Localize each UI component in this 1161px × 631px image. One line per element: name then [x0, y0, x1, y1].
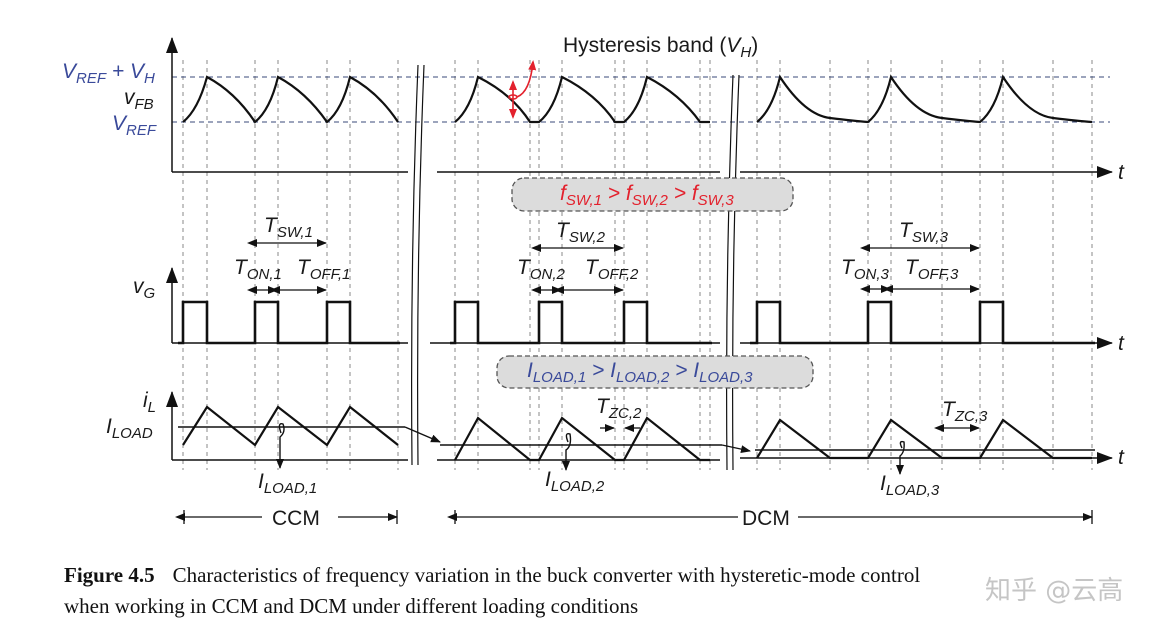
- toff3-label: TOFF,3: [905, 256, 959, 283]
- vfb-waveform: [182, 74, 1093, 124]
- hysteresis-band-title: Hysteresis band (VH): [563, 34, 758, 61]
- iload-lines: [178, 423, 1095, 475]
- time-axis-label-3: t: [1118, 446, 1125, 469]
- hysteresis-band-indicator: [508, 60, 537, 119]
- tzc3-label: TZC,3: [942, 398, 988, 425]
- dcm-label: DCM: [742, 507, 790, 530]
- vref-label: VREF: [112, 112, 157, 139]
- tsw3-label: TSW,3: [899, 219, 949, 246]
- reference-lines: [172, 76, 1110, 123]
- ton3-label: TON,3: [841, 256, 889, 283]
- frequency-comparison-box: [511, 177, 794, 212]
- watermark: 知乎 @云高: [985, 576, 1124, 606]
- figure-caption: Figure 4.5 Characteristics of frequency v…: [64, 560, 920, 622]
- ton1-label: TON,1: [234, 256, 282, 283]
- tsw1-label: TSW,1: [264, 214, 313, 241]
- il-label: iL: [143, 389, 156, 416]
- toff1-label: TOFF,1: [297, 256, 350, 283]
- frequency-comparison-text: fSW,1 > fSW,2 > fSW,3: [560, 182, 734, 209]
- caption-line-2: when working in CCM and DCM under differ…: [64, 594, 639, 618]
- ccm-label: CCM: [272, 507, 320, 530]
- tzc2-label: TZC,2: [596, 395, 642, 422]
- load-comparison-text: ILOAD,1 > ILOAD,2 > ILOAD,3: [527, 359, 753, 386]
- iload-label: ILOAD: [106, 415, 153, 442]
- vref-plus-vh-label: VREF + VH: [62, 60, 155, 87]
- timing-arrows: [175, 239, 1093, 524]
- iload2-label: ILOAD,2: [545, 468, 605, 495]
- toff2-label: TOFF,2: [585, 256, 639, 283]
- iload3-label: ILOAD,3: [880, 472, 940, 499]
- iload1-label: ILOAD,1: [258, 470, 317, 497]
- vfb-label: vFB: [124, 86, 154, 113]
- vg-waveform: [178, 300, 1095, 345]
- ton2-label: TON,2: [517, 256, 565, 283]
- axes: [166, 37, 1113, 464]
- time-axis-label-1: t: [1118, 161, 1125, 184]
- figure-number: Figure 4.5: [64, 563, 155, 587]
- load-comparison-box: [496, 355, 814, 389]
- time-axis-label-2: t: [1118, 332, 1125, 355]
- il-waveform: [182, 405, 1092, 462]
- caption-line-1: Characteristics of frequency variation i…: [172, 563, 921, 587]
- tsw2-label: TSW,2: [556, 219, 606, 246]
- vg-label: vG: [133, 275, 156, 302]
- axis-break-marks: [411, 64, 740, 471]
